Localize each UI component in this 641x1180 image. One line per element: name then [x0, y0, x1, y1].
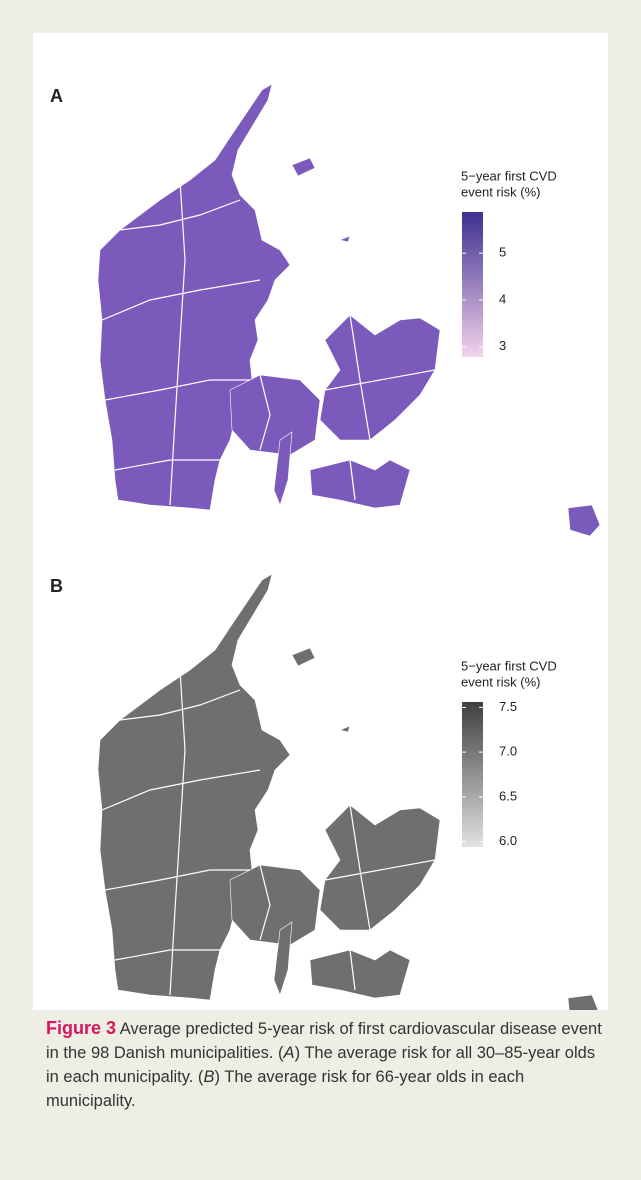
tick-label: 5: [499, 245, 506, 260]
legend-title: event risk (%): [461, 184, 540, 199]
colorbar: [462, 702, 483, 847]
colorbar: [462, 212, 483, 357]
tick-label: 4: [499, 291, 506, 306]
panel-label: A: [50, 86, 63, 106]
caption-label: Figure 3: [46, 1018, 117, 1038]
legend-title: 5−year first CVD: [461, 658, 557, 673]
map: [97, 83, 601, 537]
legend-title: 5−year first CVD: [461, 168, 557, 183]
caption-panel-ref: A: [283, 1044, 295, 1062]
panel-label: B: [50, 576, 63, 596]
tick-label: 7.5: [499, 699, 517, 714]
caption-text: ) The average risk for all 30–85-year ol…: [46, 1044, 596, 1086]
tick-label: 3: [499, 338, 506, 353]
caption: Figure 3 Average predicted 5-year risk o…: [46, 1016, 612, 1113]
caption-text: Average predicted 5-year risk of first c…: [46, 1020, 602, 1062]
tick-label: 6.0: [499, 833, 517, 848]
caption-panel-ref: B: [203, 1068, 215, 1086]
legend-title: event risk (%): [461, 674, 540, 689]
tick-label: 7.0: [499, 744, 517, 759]
tick-label: 6.5: [499, 788, 517, 803]
figure: A 5−year first CVD event risk (%) 3 4 5 B 5−yea…: [33, 33, 608, 1027]
caption-text: ) The average risk for 66-year olds in e…: [46, 1068, 525, 1110]
